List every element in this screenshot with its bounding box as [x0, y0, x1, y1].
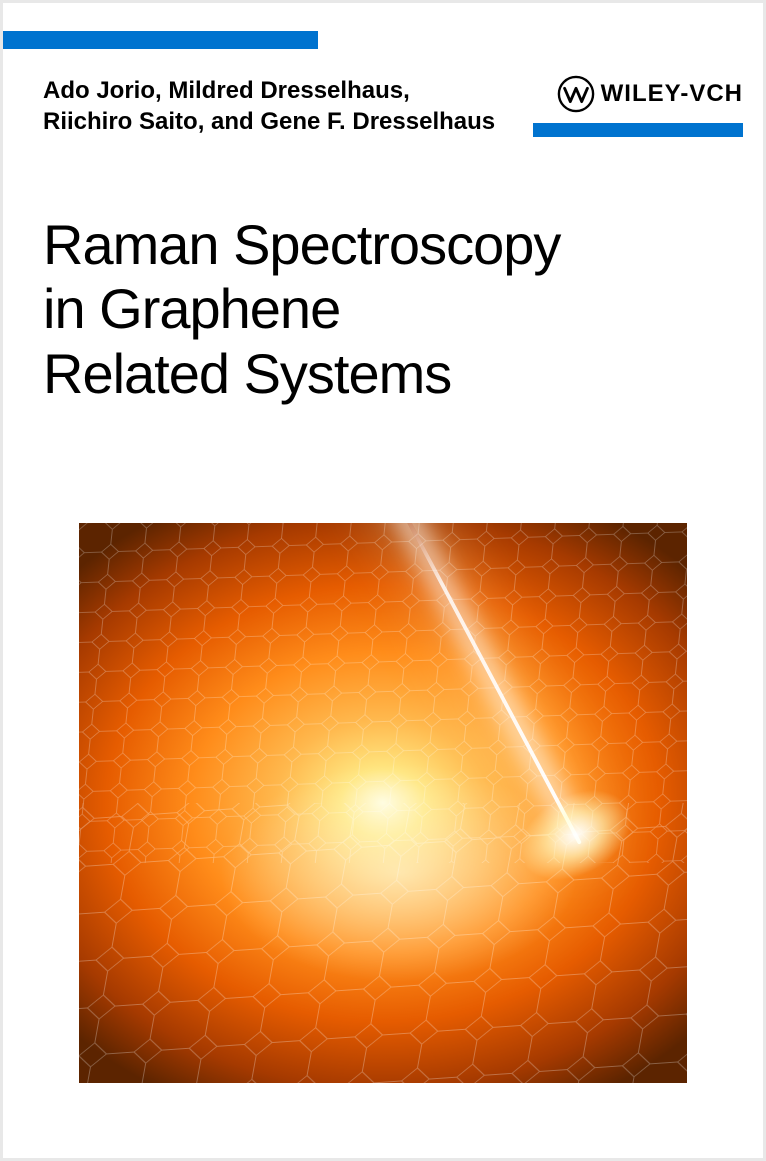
- wiley-icon: [557, 75, 595, 113]
- accent-bar-publisher: [533, 123, 743, 137]
- header-row: Ado Jorio, Mildred Dresselhaus, Riichiro…: [43, 75, 743, 137]
- book-title: Raman Spectroscopy in Graphene Related S…: [43, 213, 560, 406]
- publisher-name: WILEY-VCH: [601, 80, 743, 108]
- publisher-block: WILEY-VCH: [533, 75, 743, 137]
- authors-block: Ado Jorio, Mildred Dresselhaus, Riichiro…: [43, 75, 495, 137]
- publisher-logo: WILEY-VCH: [557, 75, 743, 113]
- authors-line-1: Ado Jorio, Mildred Dresselhaus,: [43, 77, 410, 104]
- title-line-1: Raman Spectroscopy: [43, 213, 560, 276]
- book-cover: Ado Jorio, Mildred Dresselhaus, Riichiro…: [3, 3, 763, 1158]
- accent-bar-top: [3, 31, 318, 49]
- cover-artwork: [79, 523, 687, 1083]
- authors-line-2: Riichiro Saito, and Gene F. Dresselhaus: [43, 108, 495, 135]
- title-line-3: Related Systems: [43, 342, 451, 405]
- title-line-2: in Graphene: [43, 277, 340, 340]
